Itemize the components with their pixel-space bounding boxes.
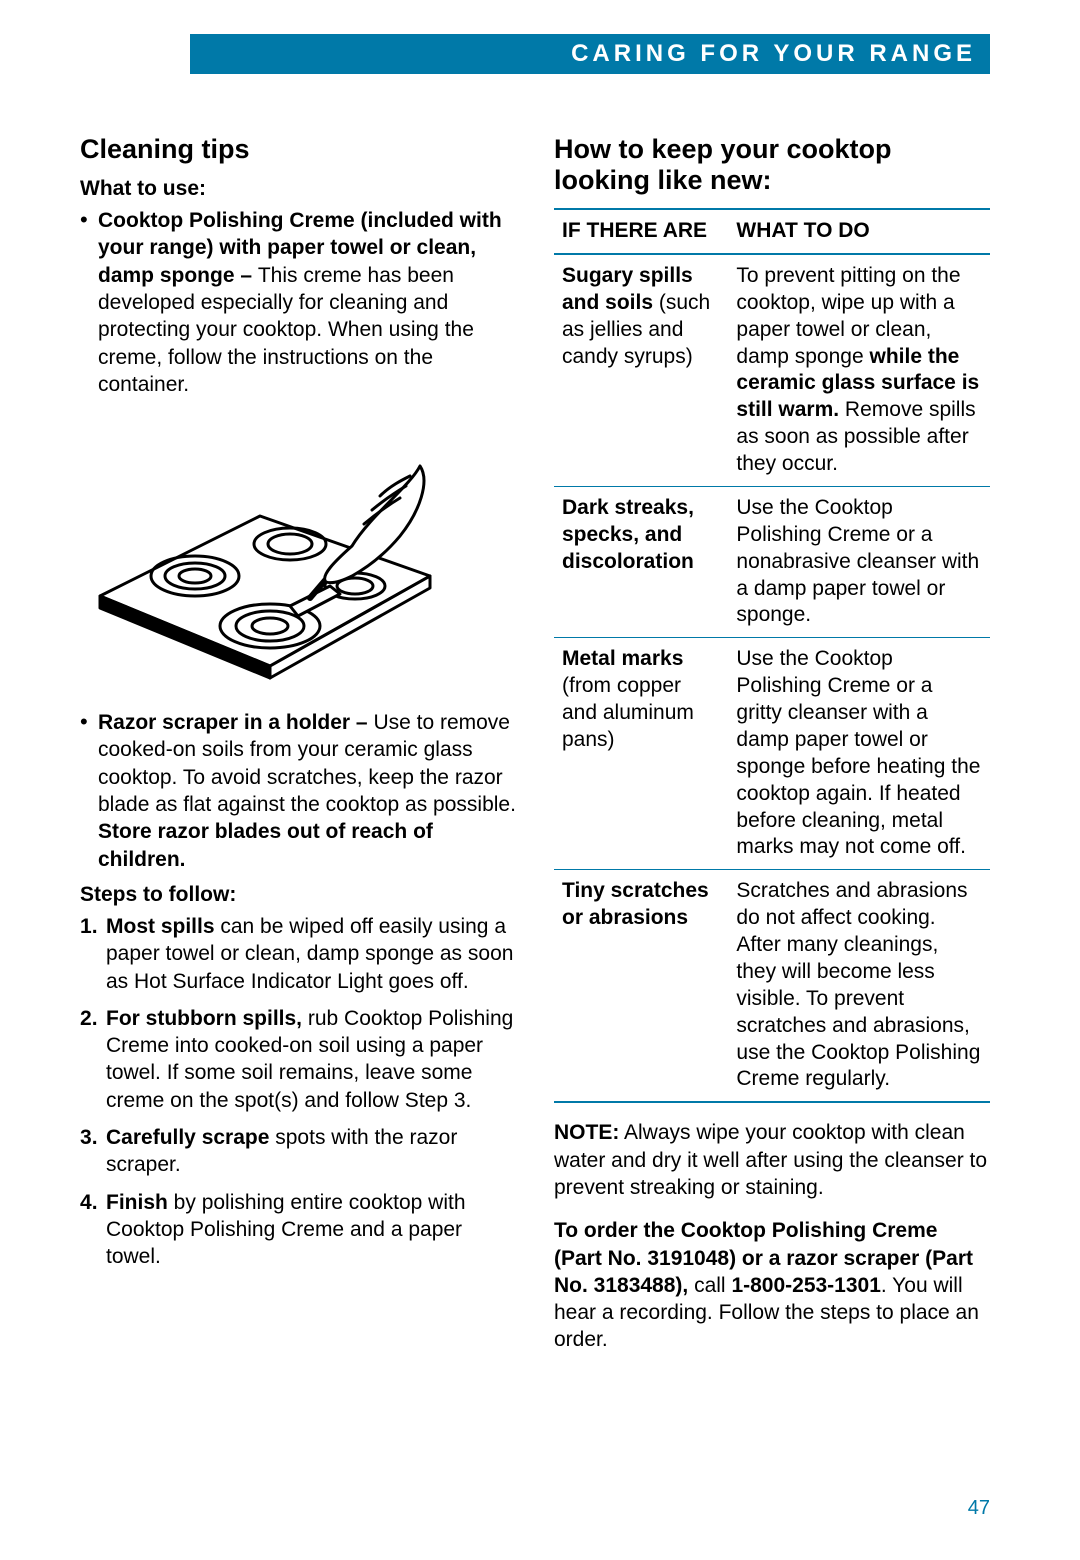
what-to-use-heading: What to use: — [80, 177, 516, 201]
order-phone: 1-800-253-1301 — [731, 1274, 880, 1297]
table-row: Sugary spills and soils (such as jellies… — [554, 254, 990, 487]
step-bold: Most spills — [106, 915, 215, 938]
order-text: call — [688, 1274, 731, 1297]
steps-heading: Steps to follow: — [80, 883, 516, 907]
step-item: Finish by polishing entire cooktop with … — [80, 1189, 516, 1271]
list-item: Razor scraper in a holder – Use to remov… — [80, 709, 516, 873]
page-number: 47 — [968, 1497, 990, 1520]
table-row: Tiny scratches or abrasions Scratches an… — [554, 870, 990, 1103]
page: CARING FOR YOUR RANGE Cleaning tips What… — [0, 0, 1080, 1560]
bullet-bold-tail: Store razor blades out of reach of child… — [98, 820, 433, 870]
right-column: How to keep your cooktop looking like ne… — [554, 134, 990, 1354]
step-bold: For stubborn spills, — [106, 1007, 302, 1030]
table-header-row: IF THERE ARE WHAT TO DO — [554, 209, 990, 254]
two-column-layout: Cleaning tips What to use: Cooktop Polis… — [80, 134, 990, 1354]
cooktop-scraper-illustration — [80, 426, 440, 686]
what-to-use-list-2: Razor scraper in a holder – Use to remov… — [80, 709, 516, 873]
cell-bold: Metal marks — [562, 647, 683, 670]
list-item: Cooktop Polishing Creme (included with y… — [80, 207, 516, 398]
table-cell: Use the Cooktop Polishing Creme or a non… — [728, 486, 990, 637]
troubleshooting-table: IF THERE ARE WHAT TO DO Sugary spills an… — [554, 208, 990, 1103]
table-cell: Tiny scratches or abrasions — [554, 870, 728, 1103]
table-cell: Metal marks (from copper and aluminum pa… — [554, 638, 728, 870]
table-header: WHAT TO DO — [728, 209, 990, 254]
section-header-title: CARING FOR YOUR RANGE — [571, 40, 976, 68]
table-cell: To prevent pitting on the cooktop, wipe … — [728, 254, 990, 487]
order-paragraph: To order the Cooktop Polishing Creme (Pa… — [554, 1217, 990, 1353]
cooktop-new-heading: How to keep your cooktop looking like ne… — [554, 134, 990, 196]
table-cell: Scratches and abrasions do not affect co… — [728, 870, 990, 1103]
what-to-use-list: Cooktop Polishing Creme (included with y… — [80, 207, 516, 398]
steps-list: Most spills can be wiped off easily usin… — [80, 913, 516, 1271]
section-header-bar: CARING FOR YOUR RANGE — [190, 34, 990, 74]
table-cell: Use the Cooktop Polishing Creme or a gri… — [728, 638, 990, 870]
cell-bold: Tiny scratches or abrasions — [562, 879, 709, 929]
cell-text: (from copper and aluminum pans) — [562, 674, 694, 751]
table-row: Dark streaks, specks, and discoloration … — [554, 486, 990, 637]
note-block: NOTE: Always wipe your cooktop with clea… — [554, 1119, 990, 1353]
table-header: IF THERE ARE — [554, 209, 728, 254]
cell-bold: Dark streaks, specks, and discoloration — [562, 496, 694, 573]
cleaning-tips-heading: Cleaning tips — [80, 134, 516, 165]
step-bold: Finish — [106, 1191, 168, 1214]
step-item: Most spills can be wiped off easily usin… — [80, 913, 516, 995]
table-cell: Dark streaks, specks, and discoloration — [554, 486, 728, 637]
note-bold: NOTE: — [554, 1121, 619, 1144]
table-row: Metal marks (from copper and aluminum pa… — [554, 638, 990, 870]
step-bold: Carefully scrape — [106, 1126, 269, 1149]
left-column: Cleaning tips What to use: Cooktop Polis… — [80, 134, 516, 1354]
bullet-bold: Razor scraper in a holder – — [98, 711, 373, 734]
table-cell: Sugary spills and soils (such as jellies… — [554, 254, 728, 487]
step-item: For stubborn spills, rub Cooktop Polishi… — [80, 1005, 516, 1114]
note-text: Always wipe your cooktop with clean wate… — [554, 1121, 987, 1199]
note-paragraph: NOTE: Always wipe your cooktop with clea… — [554, 1119, 990, 1201]
step-item: Carefully scrape spots with the razor sc… — [80, 1124, 516, 1179]
